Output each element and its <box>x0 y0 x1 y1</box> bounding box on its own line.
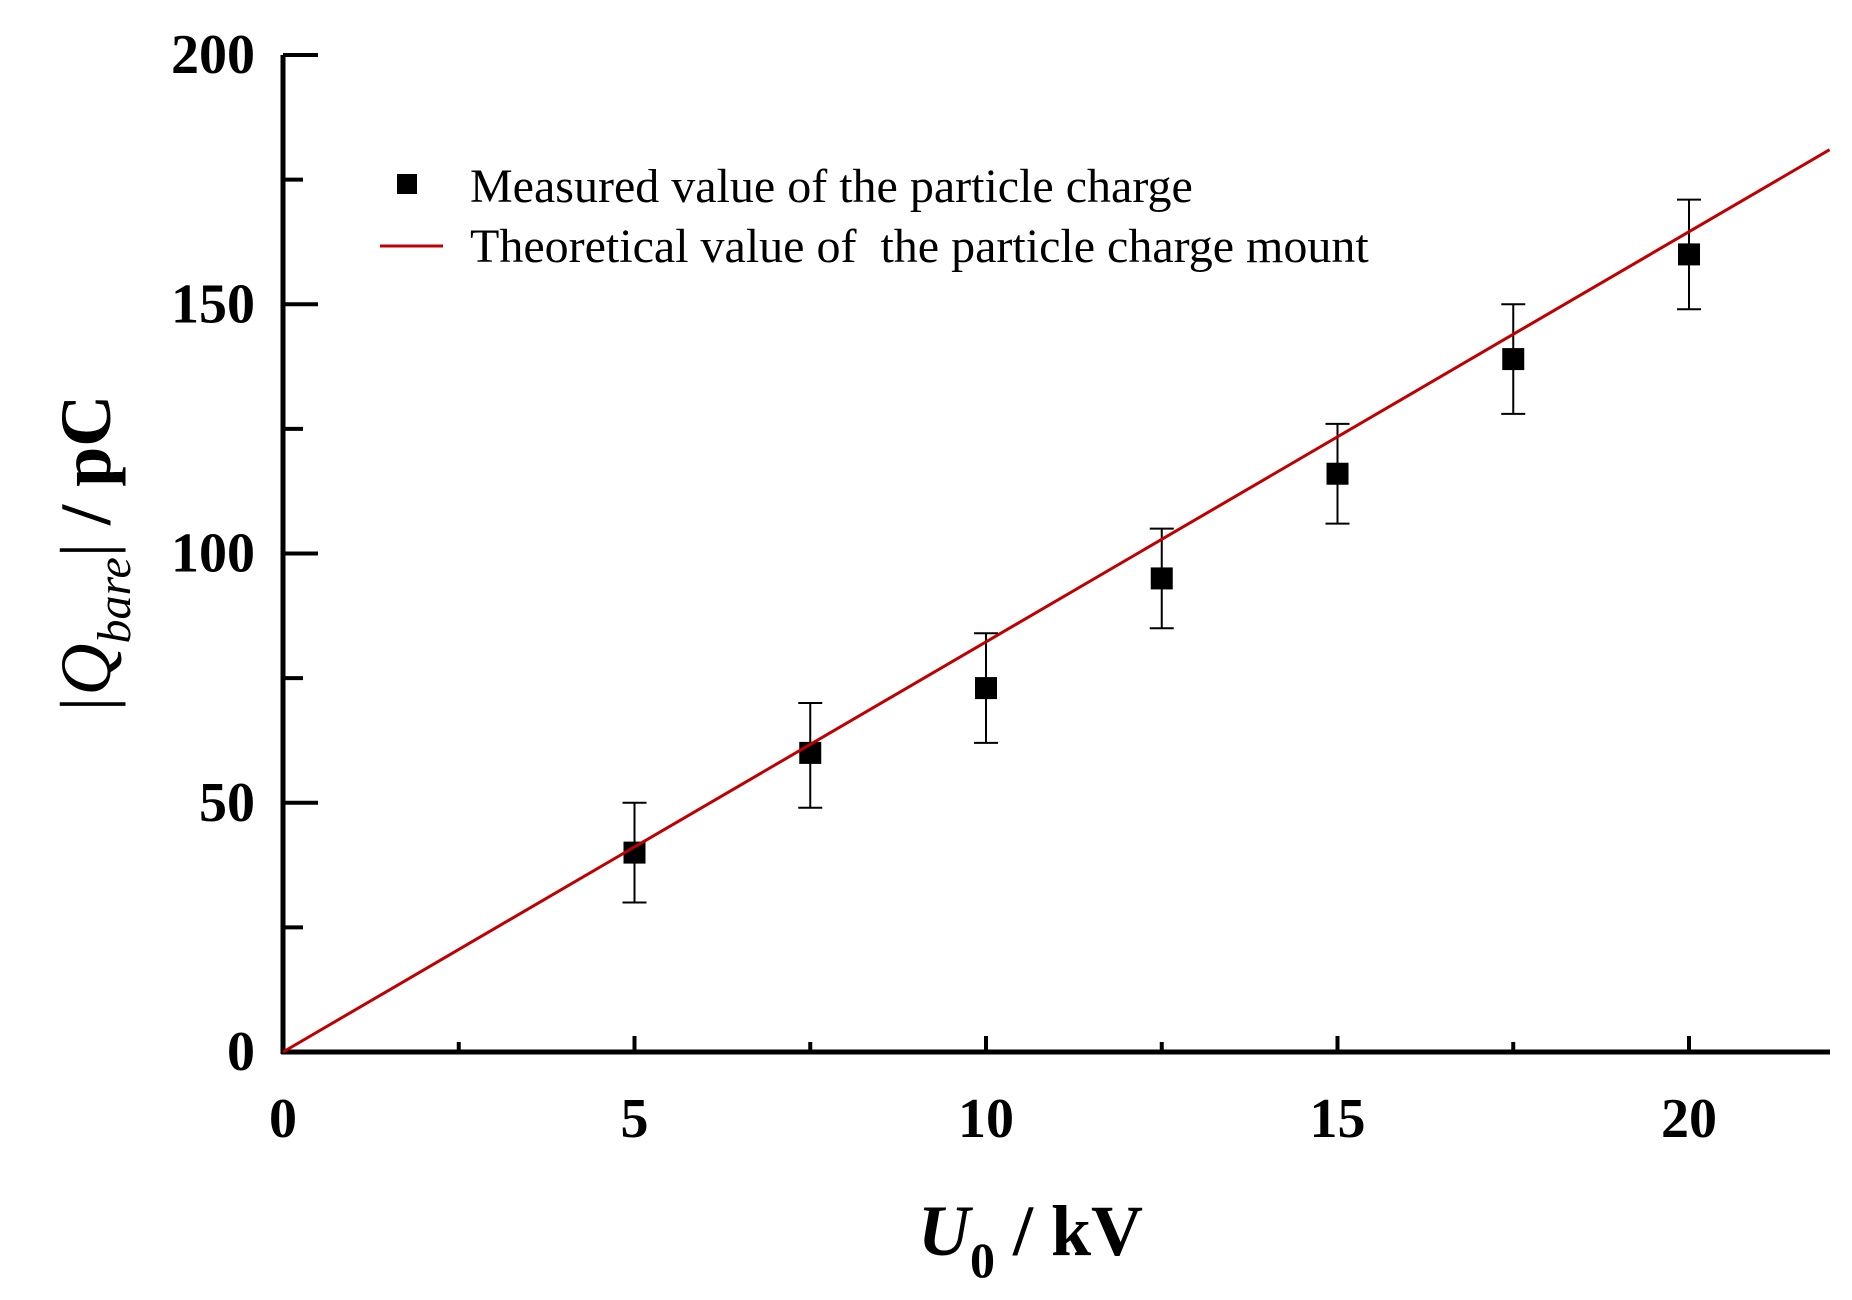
y-axis-subscript: bare <box>88 557 141 643</box>
x-tick-label: 20 <box>1661 1088 1717 1150</box>
x-axis-subscript: 0 <box>970 1232 995 1288</box>
x-axis-title: U0 / kV <box>918 1191 1143 1288</box>
y-axis-unit: / pC <box>46 395 126 543</box>
theoretical-line <box>282 148 1831 1054</box>
y-tick-label: 200 <box>171 24 255 86</box>
x-tick-label: 10 <box>958 1088 1014 1150</box>
y-axis-symbol: |Q <box>46 643 126 715</box>
y-tick-label: 0 <box>227 1021 255 1083</box>
y-axis-title: |Qbare| / pC <box>46 395 141 715</box>
y-axis-close: | <box>46 543 126 557</box>
legend-marker-measured <box>397 174 417 194</box>
legend-label-theoretical: Theoretical value of the particle charge… <box>470 220 1369 273</box>
plot-area <box>282 148 1831 1054</box>
x-tick-label: 15 <box>1310 1088 1366 1150</box>
y-tick-label: 50 <box>199 772 255 834</box>
legend: Measured value of the particle charge Th… <box>380 160 1369 273</box>
data-point <box>975 677 997 700</box>
data-point <box>1502 348 1525 371</box>
x-tick-label: 0 <box>269 1088 297 1150</box>
data-point <box>623 841 646 864</box>
legend-label-measured: Measured value of the particle charge <box>470 160 1193 213</box>
data-point <box>1150 567 1173 590</box>
x-axis-symbol: U <box>918 1191 974 1271</box>
data-point <box>1326 462 1349 485</box>
y-tick-label: 100 <box>171 523 255 585</box>
y-tick-label: 150 <box>171 273 255 335</box>
data-point <box>1678 243 1700 266</box>
x-axis-unit: / kV <box>995 1191 1143 1271</box>
x-tick-label: 5 <box>621 1088 649 1150</box>
